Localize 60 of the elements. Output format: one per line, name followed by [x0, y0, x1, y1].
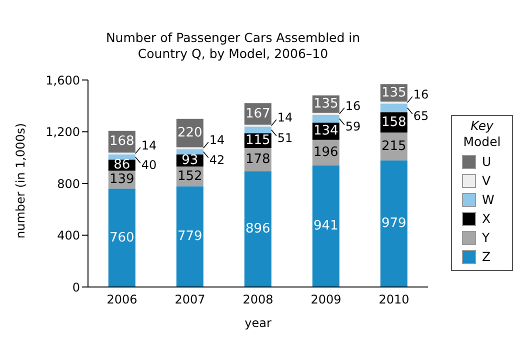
data-label: 65	[413, 108, 429, 123]
legend-label: U	[482, 154, 492, 169]
bar	[312, 165, 340, 287]
bar	[244, 126, 272, 134]
data-label: 196	[313, 145, 338, 160]
data-label: 896	[245, 222, 270, 237]
x-tick-label: 2009	[310, 292, 342, 307]
data-label: 16	[413, 88, 429, 102]
bar	[176, 149, 204, 155]
bar	[312, 114, 340, 123]
data-label: 93	[182, 153, 198, 168]
x-tick-label: 2007	[174, 292, 206, 307]
bar	[176, 186, 204, 287]
y-tick-label: 800	[57, 176, 80, 191]
legend-label: W	[482, 192, 494, 207]
data-label: 135	[313, 96, 338, 112]
y-tick-label: 0	[72, 280, 80, 294]
y-tick-label: 1,200	[46, 125, 80, 140]
bar	[380, 160, 408, 287]
data-label: 979	[381, 216, 406, 232]
legend-label: Z	[482, 249, 491, 264]
data-label: 220	[177, 126, 202, 141]
data-label: 215	[381, 138, 406, 154]
data-label: 86	[114, 158, 130, 173]
data-label: 168	[109, 134, 134, 150]
data-label: 14	[141, 138, 157, 152]
data-label: 135	[381, 85, 406, 100]
legend-label: X	[482, 211, 491, 226]
data-label: 167	[245, 106, 270, 122]
x-tick-label: 2006	[106, 292, 138, 307]
data-label: 40	[141, 158, 157, 172]
data-label: 152	[177, 168, 202, 184]
y-axis-title: number (in 1,000s)	[13, 123, 28, 238]
data-label: 158	[381, 114, 406, 130]
x-tick-label: 2008	[242, 292, 274, 307]
data-label: 760	[109, 230, 134, 246]
x-axis-title: year	[244, 316, 272, 330]
y-tick-label: 400	[57, 228, 80, 243]
legend-label: V	[482, 173, 491, 188]
data-label: 14	[277, 110, 293, 125]
data-label: 51	[277, 130, 293, 145]
legend-label: Y	[482, 230, 490, 245]
data-label: 59	[345, 120, 361, 134]
data-label: 16	[345, 98, 361, 113]
data-label: 139	[109, 172, 134, 188]
bar	[108, 188, 136, 287]
bar	[380, 104, 408, 112]
data-label: 178	[245, 152, 270, 168]
data-label: 941	[313, 218, 338, 234]
bar	[244, 171, 272, 287]
data-label: 42	[209, 152, 225, 167]
y-tick-label: 1,600	[46, 73, 80, 88]
chart-title: Number of Passenger Cars Assembled in Country Q, by Model, 2006–10	[104, 30, 362, 62]
data-label: 115	[245, 133, 270, 148]
data-label: 134	[313, 124, 338, 139]
bar	[108, 154, 136, 160]
data-label: 14	[209, 133, 225, 148]
x-tick-label: 2010	[378, 292, 410, 307]
data-label: 779	[177, 229, 202, 244]
legend-title: Key Model	[462, 118, 502, 150]
